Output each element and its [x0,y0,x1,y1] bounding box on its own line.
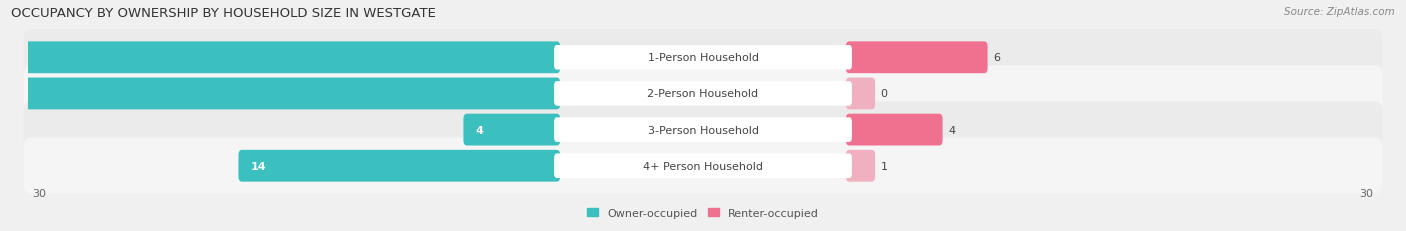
FancyBboxPatch shape [846,150,875,182]
FancyBboxPatch shape [0,78,560,110]
Text: 6: 6 [993,53,1000,63]
FancyBboxPatch shape [554,154,852,178]
FancyBboxPatch shape [464,114,560,146]
FancyBboxPatch shape [24,102,1382,158]
FancyBboxPatch shape [0,42,560,74]
Text: 14: 14 [250,161,267,171]
FancyBboxPatch shape [24,66,1382,122]
Text: 2-Person Household: 2-Person Household [647,89,759,99]
Text: 4: 4 [948,125,955,135]
Text: Source: ZipAtlas.com: Source: ZipAtlas.com [1284,7,1395,17]
Text: 30: 30 [1360,188,1374,198]
FancyBboxPatch shape [554,82,852,106]
FancyBboxPatch shape [239,150,560,182]
Legend: Owner-occupied, Renter-occupied: Owner-occupied, Renter-occupied [582,204,824,223]
Text: 4+ Person Household: 4+ Person Household [643,161,763,171]
Text: 1: 1 [880,161,887,171]
FancyBboxPatch shape [24,30,1382,86]
Text: 3-Person Household: 3-Person Household [648,125,758,135]
FancyBboxPatch shape [846,114,942,146]
Text: OCCUPANCY BY OWNERSHIP BY HOUSEHOLD SIZE IN WESTGATE: OCCUPANCY BY OWNERSHIP BY HOUSEHOLD SIZE… [11,7,436,20]
FancyBboxPatch shape [846,78,875,110]
FancyBboxPatch shape [554,118,852,142]
FancyBboxPatch shape [846,42,987,74]
FancyBboxPatch shape [24,138,1382,194]
Text: 0: 0 [880,89,887,99]
Text: 1-Person Household: 1-Person Household [648,53,758,63]
FancyBboxPatch shape [554,46,852,70]
Text: 4: 4 [475,125,484,135]
Text: 30: 30 [32,188,46,198]
